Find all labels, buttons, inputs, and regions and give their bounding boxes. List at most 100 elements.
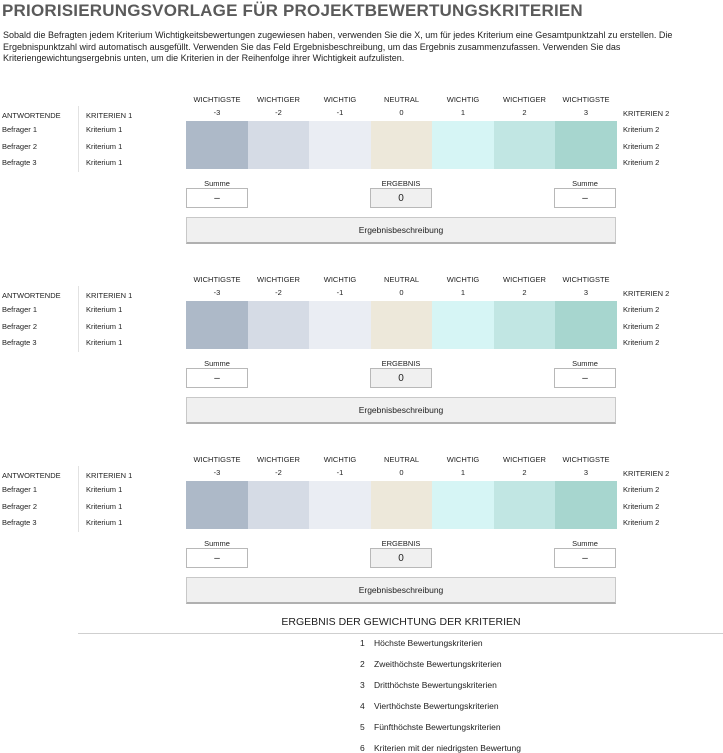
- scale-column[interactable]: [186, 301, 248, 349]
- result-description-field[interactable]: Ergebnisbeschreibung: [186, 217, 616, 244]
- sum-left-label: Summe: [204, 359, 230, 368]
- scale-column[interactable]: [432, 121, 494, 169]
- scale-column[interactable]: [432, 301, 494, 349]
- scale-header: WICHTIG: [446, 455, 480, 464]
- scale-column[interactable]: [309, 481, 371, 529]
- scale-header: WICHTIGSTE: [562, 455, 610, 464]
- scale-value: 3: [583, 288, 589, 297]
- weighting-item: 3 Dritthöchste Bewertungskriterien: [360, 680, 497, 690]
- criteria1-cell: Kriterium 1: [86, 338, 123, 347]
- weighting-rank: 6: [360, 743, 365, 753]
- intro-text: Sobald die Befragten jedem Kriterium Wic…: [3, 30, 673, 63]
- sum-right-label: Summe: [572, 179, 598, 188]
- column-separator: [78, 466, 79, 532]
- result-label: ERGEBNIS: [381, 359, 421, 368]
- sum-left-field[interactable]: –: [186, 188, 248, 208]
- scale-column[interactable]: [370, 121, 432, 169]
- criteria2-cell: Kriterium 2: [623, 518, 660, 527]
- scale-column[interactable]: [247, 121, 309, 169]
- scale-value: -3: [213, 108, 221, 117]
- sum-left-field[interactable]: –: [186, 548, 248, 568]
- scale-value: 0: [399, 288, 404, 297]
- weighting-item: 2 Zweithöchste Bewertungskriterien: [360, 659, 502, 669]
- scale-value: 0: [399, 468, 404, 477]
- scale-column[interactable]: [555, 301, 617, 349]
- scale-column[interactable]: [309, 121, 371, 169]
- criteria2-cell: Kriterium 2: [623, 125, 660, 134]
- scale-column[interactable]: [555, 121, 617, 169]
- scale-column[interactable]: [493, 301, 555, 349]
- result-field[interactable]: 0: [370, 368, 432, 388]
- result-field[interactable]: 0: [370, 548, 432, 568]
- sum-right-label: Summe: [572, 359, 598, 368]
- criteria2-header: KRITERIEN 2: [623, 109, 670, 118]
- scale-header: WICHTIGER: [503, 275, 546, 284]
- criteria1-cell: Kriterium 1: [86, 501, 123, 511]
- scale-column[interactable]: [309, 301, 371, 349]
- scale-header: WICHTIGSTE: [562, 275, 610, 284]
- scale-column[interactable]: [432, 481, 494, 529]
- weighting-item: 5 Fünfthöchste Bewertungskriterien: [360, 722, 501, 732]
- scale-column[interactable]: [370, 481, 432, 529]
- scale-value: 1: [460, 288, 466, 297]
- weighting-label: Fünfthöchste Bewertungskriterien: [374, 722, 501, 732]
- respondents-header: ANTWORTENDE: [2, 291, 61, 300]
- scale-column[interactable]: [493, 121, 555, 169]
- sum-right-field[interactable]: –: [554, 548, 616, 568]
- scale-column[interactable]: [370, 301, 432, 349]
- sum-right-field[interactable]: –: [554, 188, 616, 208]
- scale-column[interactable]: [186, 121, 248, 169]
- scale-value: 2: [522, 108, 527, 117]
- scale-header: NEUTRAL: [383, 455, 419, 464]
- criteria2-cell: Kriterium 2: [623, 141, 660, 151]
- scale-value: 2: [522, 468, 527, 477]
- result-description-field[interactable]: Ergebnisbeschreibung: [186, 577, 616, 604]
- weighting-label: Vierthöchste Bewertungskriterien: [374, 701, 499, 711]
- rating-block: WICHTIGSTE -3 WICHTIGER -2 WICHTIG -1 NEUTRAL 0…: [0, 272, 723, 432]
- criteria1-cell: Kriterium 1: [86, 485, 123, 494]
- criteria1-header: KRITERIEN 1: [86, 291, 133, 300]
- scale-header: WICHTIGER: [257, 95, 300, 104]
- sum-right-field[interactable]: –: [554, 368, 616, 388]
- scale-column[interactable]: [493, 481, 555, 529]
- weighting-item: 4 Vierthöchste Bewertungskriterien: [360, 701, 499, 711]
- sum-right-label: Summe: [572, 539, 598, 548]
- scale-header: WICHTIGER: [503, 455, 546, 464]
- scale-column[interactable]: [247, 481, 309, 529]
- scale-value: 1: [460, 468, 466, 477]
- scale-value: 0: [399, 108, 404, 117]
- criteria1-cell: Kriterium 1: [86, 518, 123, 527]
- respondent-name: Befragte 3: [2, 158, 37, 167]
- column-separator: [78, 286, 79, 352]
- sum-left-label: Summe: [204, 539, 230, 548]
- weighting-title: ERGEBNIS DER GEWICHTUNG DER KRITERIEN: [281, 616, 521, 628]
- scale-value: -2: [275, 108, 282, 117]
- criteria1-cell: Kriterium 1: [86, 141, 123, 151]
- scale-column[interactable]: [247, 301, 309, 349]
- criteria1-cell: Kriterium 1: [86, 158, 123, 167]
- criteria2-header: KRITERIEN 2: [623, 469, 670, 478]
- respondent-name: Befrager 2: [2, 321, 38, 331]
- result-label: ERGEBNIS: [381, 539, 421, 548]
- respondent-name: Befrager 2: [2, 501, 38, 511]
- column-separator: [78, 106, 79, 172]
- rating-block: WICHTIGSTE -3 WICHTIGER -2 WICHTIG -1 NEUTRAL 0…: [0, 452, 723, 612]
- criteria2-cell: Kriterium 2: [623, 501, 660, 511]
- respondent-name: Befragte 3: [2, 338, 37, 347]
- page-title: PRIORISIERUNGSVORLAGE FÜR PROJEKTBEWERTU…: [2, 1, 583, 20]
- result-description-field[interactable]: Ergebnisbeschreibung: [186, 397, 616, 424]
- sum-left-field[interactable]: –: [186, 368, 248, 388]
- scale-value: -1: [336, 468, 344, 477]
- criteria2-cell: Kriterium 2: [623, 158, 660, 167]
- scale-header: WICHTIGER: [257, 275, 300, 284]
- weighting-rank: 3: [360, 680, 365, 690]
- weighting-rank: 2: [360, 659, 365, 669]
- scale-value: -3: [213, 468, 221, 477]
- weighting-rank: 1: [360, 638, 365, 648]
- scale-column[interactable]: [186, 481, 248, 529]
- scale-header: NEUTRAL: [383, 95, 419, 104]
- scale-column[interactable]: [555, 481, 617, 529]
- result-field[interactable]: 0: [370, 188, 432, 208]
- criteria1-header: KRITERIEN 1: [86, 471, 133, 480]
- result-label: ERGEBNIS: [381, 179, 421, 188]
